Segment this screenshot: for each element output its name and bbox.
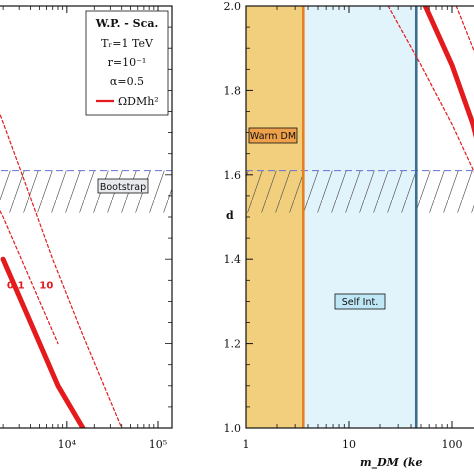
right-y-axis-label: d <box>226 209 234 222</box>
right-series-line-1 <box>387 6 474 173</box>
right-x-axis-label: m_DM (ke <box>360 456 423 470</box>
right-y-tick-label-2: 1.4 <box>224 253 242 266</box>
right-y-tick-label-3: 1.6 <box>224 169 242 182</box>
region-fill-0 <box>246 6 304 428</box>
right-x-tick-label-0: 1 <box>243 438 250 451</box>
right-y-tick-label-4: 1.8 <box>224 84 242 97</box>
legend-line-1: W.P. - Sca. <box>95 17 159 30</box>
warm-dm-label-box <box>248 127 298 144</box>
warm-dm-label-text: Warm DM <box>250 131 296 142</box>
right-panel: 0.0 1 10 100 1.0 1.2 1.4 1.6 1.8 2.0 Warm DM Sel… <box>224 0 474 470</box>
legend-line-2: Tᵣ=1 TeV <box>101 37 154 50</box>
self-int-label-text: Self Int. <box>342 297 378 308</box>
left-series-line-1 <box>0 209 59 345</box>
legend-line-4: α=0.5 <box>110 75 144 88</box>
left-curve-label-0: 0.1 <box>7 281 25 292</box>
legend-box: W.P. - Sca. Tᵣ=1 TeV r=10⁻¹ α=0.5 ΩDMh² <box>85 10 169 116</box>
right-series-line-0 <box>422 6 474 139</box>
left-series-line-2 <box>0 112 123 428</box>
right-y-tick-label-5: 2.0 <box>224 0 242 13</box>
right-series-line-2 <box>455 6 474 53</box>
right-y-tick-label-0: 1.0 <box>224 422 242 435</box>
right-axis-ticks: 1 10 100 1.0 1.2 1.4 1.6 1.8 2.0 <box>224 0 463 451</box>
bootstrap-label: Bootstrap <box>97 178 149 194</box>
right-plot-area: 0.0 <box>246 6 474 428</box>
left-panel: 0.1 10 10⁴ 10⁵ W.P. - Sca. Tᵣ=1 TeV r=10⁻¹… <box>0 5 173 451</box>
self-int-label: Self Int. <box>334 293 386 310</box>
legend-series-label: ΩDMh² <box>118 95 159 108</box>
self-int-label-box <box>334 293 386 310</box>
warm-dm-label: Warm DM <box>248 127 298 144</box>
right-x-tick-label-1: 10 <box>342 438 356 451</box>
right-x-tick-label-2: 100 <box>442 438 463 451</box>
left-series-line-0 <box>0 256 86 428</box>
legend-frame <box>85 10 169 116</box>
region-fill-1 <box>303 6 417 428</box>
right-hatch-region <box>246 170 474 213</box>
right-y-tick-label-1: 1.2 <box>224 338 242 351</box>
left-curve-label-1: 10 <box>39 281 53 292</box>
left-x-tick-label-1: 10⁵ <box>149 438 167 451</box>
left-x-tick-label-0: 10⁴ <box>58 438 77 451</box>
legend-line-3: r=10⁻¹ <box>108 56 147 69</box>
bootstrap-label-box <box>97 178 149 194</box>
bootstrap-label-text: Bootstrap <box>100 182 146 193</box>
